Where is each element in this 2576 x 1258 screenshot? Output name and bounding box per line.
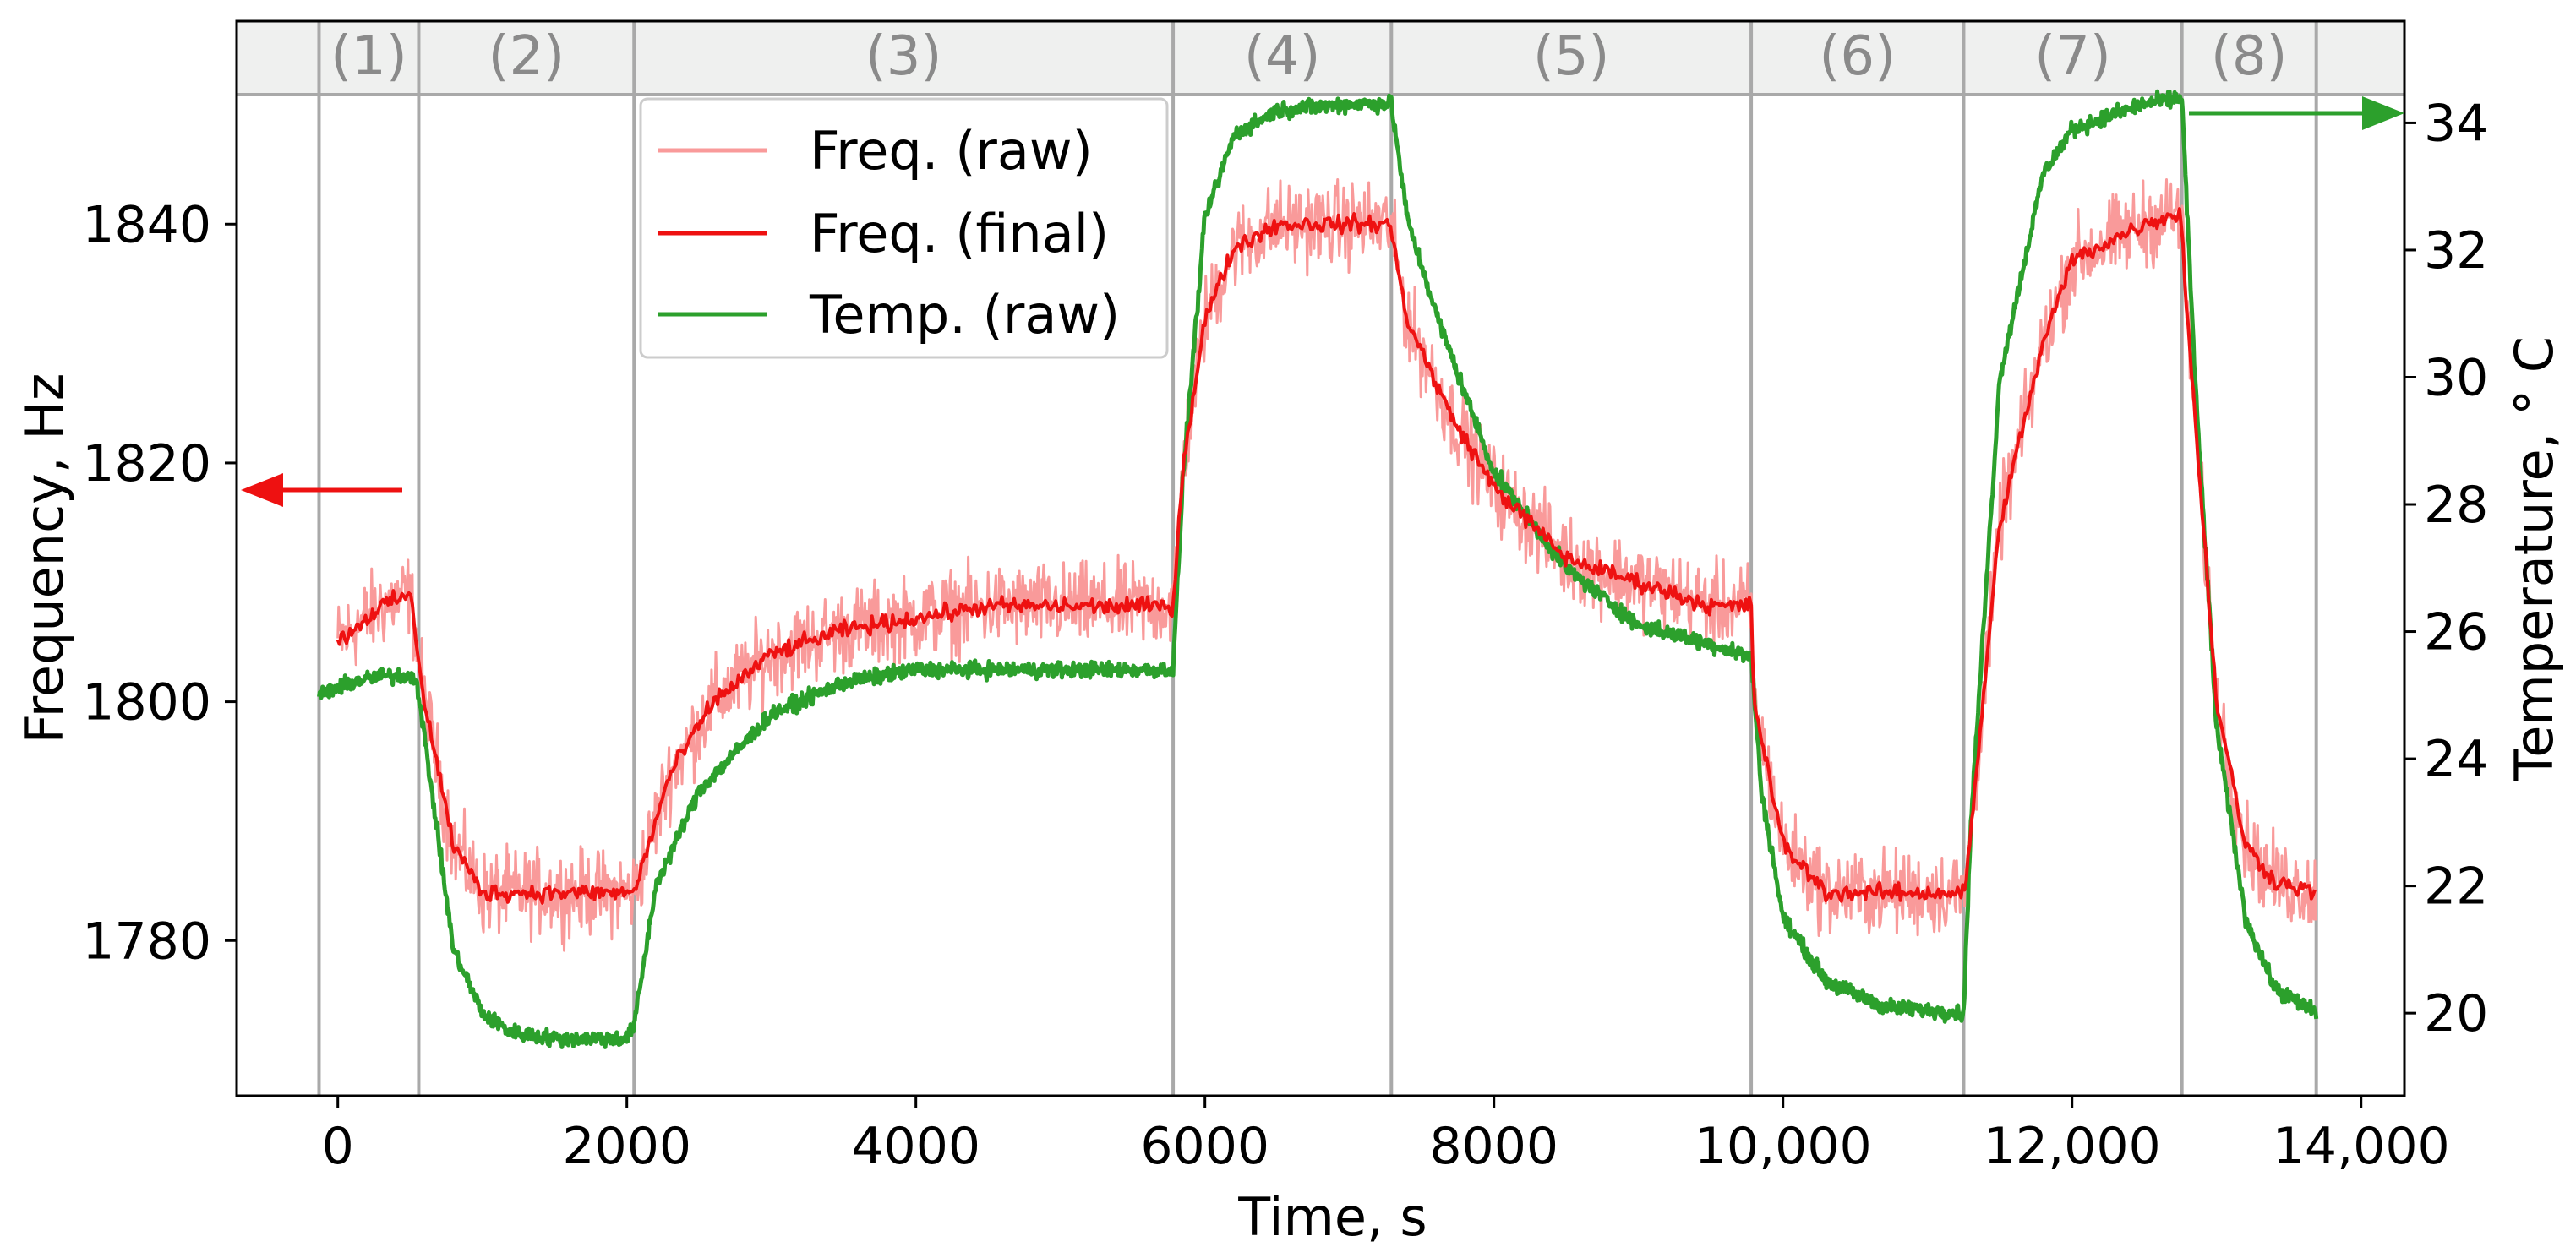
left-y-tick-label: 1820: [82, 434, 211, 493]
x-tick-label: 12,000: [1984, 1117, 2161, 1176]
legend-label-freq-raw: Freq. (raw): [810, 120, 1093, 182]
phase-label-5: (5): [1533, 25, 1610, 88]
left-y-tick-label: 1800: [82, 673, 211, 732]
right-y-tick-label: 26: [2424, 603, 2488, 662]
x-tick-label: 4000: [851, 1117, 980, 1176]
phase-boundaries: [317, 21, 2318, 1096]
phase-label-6: (6): [1819, 25, 1896, 88]
right-y-tick-label: 24: [2424, 730, 2488, 789]
series-line-temp-raw: [317, 89, 2319, 1049]
right-y-tick-label: 30: [2424, 348, 2488, 407]
left-y-axis: 1780 1800 1820 1840: [82, 195, 237, 971]
right-y-axis-title: Temperature, ° C: [2503, 336, 2565, 781]
x-tick-label: 6000: [1140, 1117, 1269, 1176]
left-y-tick-label: 1780: [82, 912, 211, 971]
phase-label-7: (7): [2034, 25, 2111, 88]
phase-label-4: (4): [1244, 25, 1321, 88]
phase-label-2: (2): [488, 25, 565, 88]
right-axis-arrow: [2189, 96, 2404, 130]
legend-label-temp-raw: Temp. (raw): [809, 284, 1120, 346]
x-tick-label: 10,000: [1695, 1117, 1872, 1176]
right-y-tick-label: 34: [2424, 94, 2488, 153]
x-tick-label: 14,000: [2273, 1117, 2450, 1176]
legend-box: [639, 97, 1169, 359]
phase-header-band: [237, 21, 2404, 95]
series-line-freq-raw: [336, 178, 2317, 952]
x-axis: 0 2000 4000 6000 8000 10,000 12,000 14,0…: [322, 1096, 2450, 1176]
phase-label-3: (3): [865, 25, 942, 88]
left-axis-arrow: [241, 473, 402, 507]
x-tick-label: 8000: [1429, 1117, 1558, 1176]
legend-label-freq-final: Freq. (final): [810, 203, 1109, 264]
phase-label-8: (8): [2211, 25, 2288, 88]
right-y-tick-label: 32: [2424, 221, 2488, 280]
right-y-tick-label: 20: [2424, 984, 2488, 1043]
legend: Freq. (raw) Freq. (final) Temp. (raw): [639, 97, 1169, 359]
x-tick-label: 0: [322, 1117, 354, 1176]
phase-label-1: (1): [330, 25, 407, 88]
left-y-tick-label: 1840: [82, 195, 211, 254]
right-y-tick-label: 22: [2424, 858, 2488, 917]
phase-labels: (1) (2) (3) (4) (5) (6) (7) (8): [330, 25, 2287, 88]
x-axis-title: Time, s: [1237, 1186, 1427, 1248]
left-y-axis-title: Frequency, Hz: [14, 373, 75, 744]
right-y-tick-label: 28: [2424, 476, 2488, 535]
plot-frame: [235, 19, 2406, 1097]
series-line-freq-final: [336, 207, 2317, 905]
x-tick-label: 2000: [562, 1117, 691, 1176]
right-y-axis: 20 22 24 26 28 30 32 34: [2404, 94, 2488, 1043]
